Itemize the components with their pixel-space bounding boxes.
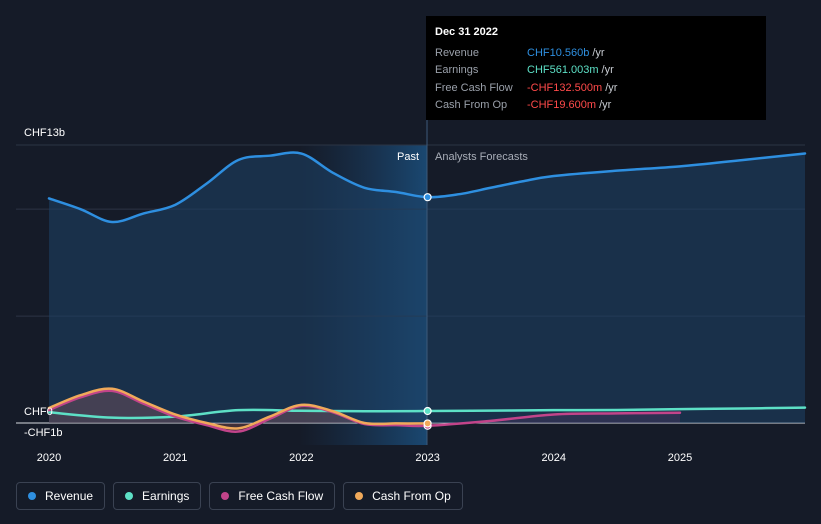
- earnings-dot-icon: [125, 492, 134, 500]
- x-tick-label: 2021: [163, 452, 187, 464]
- tooltip-unit: /yr: [599, 99, 612, 112]
- x-tick-label: 2025: [668, 452, 692, 464]
- tooltip-value: -CHF19.600m: [527, 99, 597, 112]
- tooltip-row-earnings: Earnings CHF561.003m /yr: [435, 62, 757, 80]
- cash-from-op-marker: [423, 419, 432, 428]
- tooltip-value: -CHF132.500m: [527, 81, 603, 94]
- x-tick-label: 2024: [542, 452, 566, 464]
- tooltip-unit: /yr: [601, 64, 614, 77]
- x-tick-label: 2020: [37, 452, 61, 464]
- y-label-zero: CHF0: [24, 406, 53, 418]
- tooltip-label: Revenue: [435, 46, 480, 59]
- tooltip-row-revenue: Revenue CHF10.560b /yr: [435, 44, 757, 62]
- x-tick-label: 2023: [415, 452, 439, 464]
- legend: Revenue Earnings Free Cash Flow Cash Fro…: [16, 482, 463, 512]
- tooltip-row-cash-from-op: Cash From Op -CHF19.600m /yr: [435, 97, 757, 115]
- tooltip-label: Cash From Op: [435, 99, 508, 112]
- tooltip-label: Free Cash Flow: [435, 81, 513, 94]
- cash-from-op-line: [47, 387, 429, 430]
- past-label: Past: [397, 151, 419, 163]
- legend-label: Revenue: [45, 489, 94, 503]
- revenue-marker: [423, 193, 432, 202]
- y-label-top: CHF13b: [24, 127, 65, 139]
- revenue-line: [47, 151, 807, 224]
- tooltip-value: CHF10.560b: [527, 46, 590, 59]
- tooltip-label: Earnings: [435, 64, 479, 77]
- tooltip-date: Dec 31 2022: [435, 26, 498, 38]
- x-axis-ticks: 2020 2021 2022 2023 2024 2025: [37, 452, 692, 464]
- legend-label: Cash From Op: [372, 489, 451, 503]
- free-cash-flow-dot-icon: [221, 492, 230, 500]
- cash-from-op-dot-icon: [355, 492, 364, 500]
- legend-item-free-cash-flow[interactable]: Free Cash Flow: [209, 482, 336, 510]
- tooltip-value: CHF561.003m: [527, 64, 599, 77]
- legend-item-revenue[interactable]: Revenue: [16, 482, 106, 510]
- tooltip-unit: /yr: [605, 81, 618, 94]
- tooltip-row-free-cash-flow: Free Cash Flow -CHF132.500m /yr: [435, 79, 757, 97]
- revenue-dot-icon: [28, 492, 36, 500]
- legend-label: Earnings: [142, 489, 190, 503]
- tooltip-markers: [423, 193, 432, 430]
- forecast-label: Analysts Forecasts: [435, 151, 528, 163]
- legend-label: Free Cash Flow: [238, 489, 324, 503]
- tooltip-panel: Dec 31 2022 Revenue CHF10.560b /yr Earni…: [426, 16, 766, 120]
- legend-item-earnings[interactable]: Earnings: [113, 482, 202, 510]
- earnings-marker: [423, 406, 432, 416]
- x-tick-label: 2022: [289, 452, 313, 464]
- free-cash-flow-area-fill: [49, 390, 680, 432]
- legend-item-cash-from-op[interactable]: Cash From Op: [343, 482, 463, 510]
- tooltip-unit: /yr: [592, 46, 605, 59]
- y-label-bottom: -CHF1b: [24, 427, 63, 439]
